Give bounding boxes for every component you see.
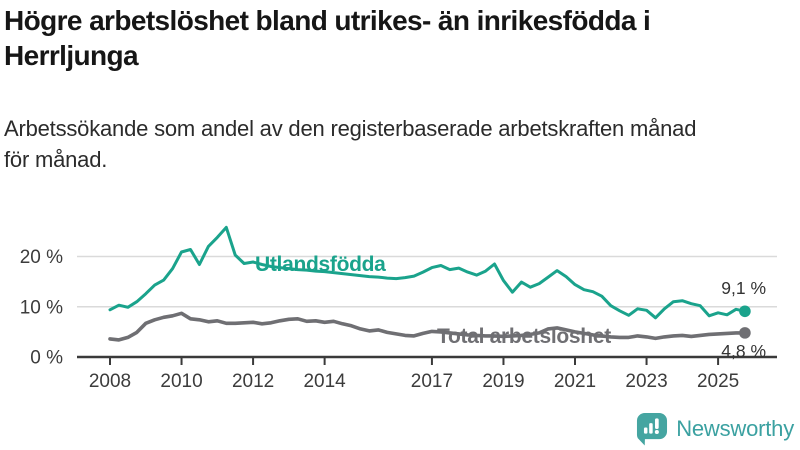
end-dot-total <box>739 327 751 339</box>
exclamation-dot <box>654 429 660 435</box>
x-tick-label-2012: 2012 <box>232 371 274 392</box>
x-tick-label-2023: 2023 <box>625 371 667 392</box>
end-dot-utlandsfodda <box>739 305 751 318</box>
exclamation-bar <box>655 418 659 429</box>
page-title: Högre arbetslöshet bland utrikes- än inr… <box>4 5 651 71</box>
y-tick-label-20: 20 % <box>20 247 63 268</box>
newsworthy-logo-text: Newsworthy <box>676 416 794 441</box>
end-label-total: 4,8 % <box>721 341 766 361</box>
newsworthy-logo[interactable]: Newsworthy <box>636 411 794 447</box>
x-tick-label-2014: 2014 <box>303 371 346 392</box>
page-subtitle: Arbetssökande som andel av den registerb… <box>4 116 697 172</box>
line-chart: 2008 2010 2012 2014 2017 2019 2021 2023 2025 0 % 1… <box>20 225 777 392</box>
series-line-total <box>108 311 747 342</box>
end-label-utlandsfodda: 9,1 % <box>721 278 766 298</box>
x-tick-label-2017: 2017 <box>411 371 453 392</box>
newsworthy-bubble-chart-icon <box>637 413 668 446</box>
series-line-utlandsfodda <box>108 225 747 320</box>
x-tick-label-2021: 2021 <box>554 371 596 392</box>
mini-bar-2 <box>649 423 653 434</box>
series-label-utlandsfodda: Utlandsfödda <box>255 253 386 276</box>
x-tick-label-2010: 2010 <box>160 371 202 392</box>
series-label-total: Total arbetslöshet <box>437 325 611 348</box>
y-tick-label-0: 0 % <box>30 348 63 369</box>
x-tick-label-2025: 2025 <box>697 371 739 392</box>
y-tick-label-10: 10 % <box>20 297 63 318</box>
mini-bar-1 <box>644 427 648 434</box>
x-tick-label-2019: 2019 <box>482 371 524 392</box>
x-tick-label-2008: 2008 <box>89 371 131 392</box>
